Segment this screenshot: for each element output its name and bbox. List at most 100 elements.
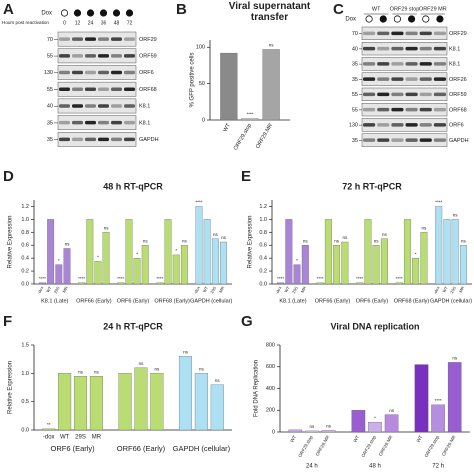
- x-tick-label: ORF29.MR: [441, 434, 457, 457]
- blot-band: [111, 70, 122, 75]
- bar: [301, 245, 309, 285]
- group-label: ORF66 (Early): [76, 298, 112, 304]
- y-tick-label: 100: [196, 45, 205, 51]
- x-tick-label: MR: [61, 285, 68, 293]
- significance-label: *: [374, 415, 376, 420]
- blot-band: [405, 62, 418, 66]
- x-tick-label: ORF29.MR: [255, 123, 274, 150]
- significance-label: ns: [78, 369, 84, 374]
- x-tick-label: WT: [441, 285, 449, 293]
- protein-label: ORF29: [139, 37, 157, 43]
- bar: [241, 118, 259, 121]
- lane-group-label: WT: [372, 6, 381, 12]
- blot-band: [363, 123, 376, 127]
- blot-band: [98, 70, 109, 75]
- x-tick-label: 29S: [209, 285, 217, 294]
- blot-strip: [57, 98, 137, 114]
- y-tick-label: 0: [202, 117, 205, 123]
- mw-label: 55: [352, 92, 358, 98]
- bar: [134, 367, 148, 431]
- x-tick-label: -dox: [43, 435, 55, 441]
- hour-label: 24: [88, 20, 94, 26]
- significance-label: ns: [461, 238, 467, 243]
- bar: [94, 261, 102, 285]
- significance-label: ****: [317, 276, 324, 281]
- group-label: ORF6 (Early): [117, 298, 150, 304]
- blot-band: [59, 54, 70, 58]
- significance-label: ns: [326, 424, 332, 429]
- significance-label: ns: [382, 232, 388, 237]
- blot-band: [377, 123, 390, 127]
- blot-band: [59, 137, 70, 142]
- blot-band: [433, 62, 446, 66]
- bar: [372, 245, 380, 285]
- blot-band: [59, 87, 70, 91]
- protein-label: ORF68: [449, 107, 467, 113]
- chart-title: 24 h RT-qPCR: [103, 321, 163, 331]
- significance-label: *: [175, 248, 177, 253]
- blot-band: [59, 37, 70, 41]
- mw-label: 55: [47, 87, 53, 93]
- significance-label: *: [97, 255, 99, 260]
- protein-label: ORF26: [449, 77, 467, 83]
- significance-label: ****: [435, 200, 442, 205]
- bar: [333, 245, 341, 285]
- x-tick-label: -dox: [432, 286, 440, 295]
- significance-label: ****: [435, 398, 442, 403]
- x-tick-label: WT: [202, 285, 210, 293]
- blot-band: [405, 31, 418, 36]
- bar: [380, 238, 388, 285]
- bar: [195, 206, 203, 285]
- panel-letter: E: [241, 168, 251, 185]
- blot-band: [363, 31, 376, 36]
- blot-band: [98, 54, 109, 58]
- group-label: GAPDH (cellular): [173, 444, 231, 453]
- bar: [164, 219, 172, 285]
- blot-band: [391, 138, 404, 142]
- significance-label: ns: [182, 238, 188, 243]
- protein-label: K8.1: [139, 120, 150, 126]
- y-tick-label: 600: [266, 364, 275, 370]
- bar: [285, 219, 293, 285]
- bar: [395, 282, 403, 285]
- x-tick-label: WT: [352, 434, 360, 443]
- significance-label: ****: [396, 276, 403, 281]
- blot-band: [124, 54, 135, 58]
- protein-label: ORF29: [449, 31, 467, 37]
- y-tick-label: 0.8: [259, 230, 267, 236]
- lane-group-label: ORF29 stop: [390, 6, 420, 12]
- x-tick-label: 29S: [75, 435, 86, 441]
- chart-title: Viral DNA replication: [330, 321, 419, 331]
- significance-label: ****: [117, 276, 124, 281]
- x-tick-label: ORF29.stop: [424, 434, 441, 458]
- bar: [351, 410, 366, 433]
- blot-band: [433, 31, 446, 36]
- significance-label: ns: [143, 238, 149, 243]
- significance-label: ns: [104, 225, 110, 230]
- bar: [141, 245, 149, 285]
- bar: [211, 238, 219, 285]
- protein-label: ORF6: [449, 123, 464, 129]
- bar: [58, 373, 72, 431]
- group-label: ORF68 (Early): [154, 298, 190, 304]
- y-tick-label: 1.2: [21, 204, 29, 210]
- significance-label: ns: [221, 235, 227, 240]
- x-tick-label: 29S: [291, 285, 299, 294]
- significance-label: ns: [199, 367, 205, 372]
- mw-label: 40: [352, 46, 358, 52]
- bar: [451, 219, 459, 285]
- group-label: K8.1 (Late): [279, 298, 306, 304]
- x-tick-label: WT: [222, 122, 232, 133]
- chart-title: 48 h RT-qPCR: [103, 181, 163, 191]
- dox-marker: [436, 15, 444, 23]
- y-tick-label: 0.2: [259, 269, 267, 275]
- x-tick-label: MR: [458, 285, 465, 293]
- dox-marker: [112, 9, 121, 17]
- blot-band: [433, 123, 446, 127]
- blot-band: [391, 107, 404, 112]
- hour-label: 48: [114, 20, 120, 26]
- dox-marker: [422, 15, 430, 23]
- bar: [277, 282, 285, 285]
- bar: [262, 49, 280, 121]
- blot-band: [419, 138, 432, 142]
